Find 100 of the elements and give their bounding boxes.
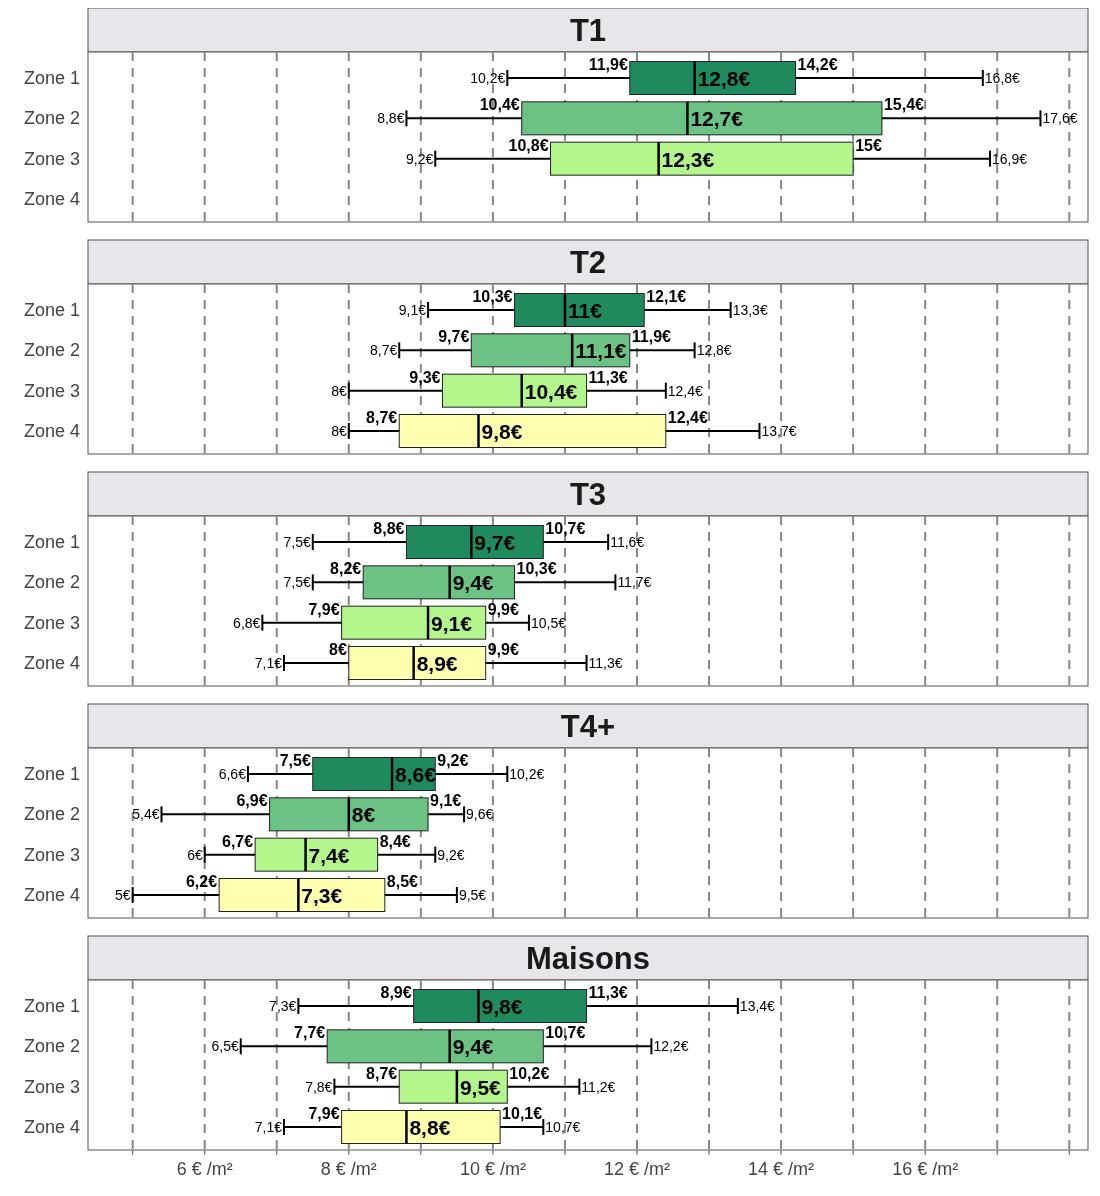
text: 5€ [115, 887, 131, 903]
text: 10,7€ [545, 1024, 586, 1042]
text: 9,9€ [487, 641, 519, 658]
text: 10,7€ [545, 1119, 581, 1135]
text: 8,4€ [379, 832, 411, 850]
text: 9,1€ [398, 302, 427, 318]
text: 8€ [329, 641, 347, 658]
text: 8,8€ [377, 110, 405, 127]
x-tick-label: 14 € /m² [748, 1159, 815, 1179]
text: 8€ [331, 423, 347, 439]
y-tick-label: Zone 1 [23, 68, 80, 88]
text: 15€ [855, 136, 882, 154]
text: 9,5€ [459, 1075, 501, 1099]
y-tick-label: Zone 3 [23, 1076, 80, 1097]
text: 8,7€ [366, 409, 398, 426]
y-tick-label: Zone 4 [23, 189, 80, 209]
text: 9,3€ [409, 368, 441, 386]
text: 9,2€ [406, 150, 434, 167]
text: 10,4€ [479, 96, 520, 114]
text: 9,9€ [487, 600, 519, 618]
text: 8,9€ [416, 652, 458, 675]
y-tick-label: Zone 2 [23, 1036, 80, 1057]
text: 7,1€ [254, 1119, 282, 1135]
text: 10,3€ [516, 560, 557, 578]
text: 13,3€ [732, 302, 768, 318]
text: 7,4€ [308, 843, 350, 867]
text: 11,1€ [575, 339, 627, 363]
text: 5,4€ [132, 806, 160, 823]
text: 9,4€ [452, 1035, 494, 1059]
text: 10,3€ [472, 288, 513, 305]
text: 10,2€ [509, 766, 545, 782]
text: 10,5€ [530, 614, 566, 631]
y-tick-label: Zone 3 [23, 380, 80, 401]
text: 6,5€ [211, 1038, 239, 1055]
text: 10,4€ [524, 379, 578, 403]
text: 10,1€ [502, 1105, 543, 1122]
text: 9,7€ [438, 328, 470, 346]
text: 7,1€ [254, 655, 282, 671]
text: 11,9€ [588, 56, 628, 73]
text: 11,3€ [588, 984, 628, 1001]
text: 6,8€ [233, 614, 261, 631]
text: 8,9€ [380, 984, 412, 1001]
text: 8,7€ [366, 1064, 398, 1082]
text: 7,5€ [283, 574, 311, 591]
x-tick-label: 12 € /m² [603, 1159, 671, 1179]
text: 9,1€ [430, 792, 462, 810]
text: 9,7€ [474, 531, 516, 554]
text: 7,9€ [308, 1105, 340, 1122]
y-tick-label: Zone 4 [23, 1117, 80, 1137]
y-tick-label: Zone 1 [23, 300, 80, 320]
text: 9,8€ [481, 995, 523, 1018]
y-tick-label: Zone 3 [23, 148, 80, 169]
text: 6,2€ [185, 873, 218, 890]
text: 9,6€ [466, 806, 494, 823]
text: 7,5€ [283, 534, 311, 550]
text: 10,7€ [545, 520, 586, 537]
text: 17,6€ [1042, 110, 1078, 127]
text: 9,2€ [437, 752, 469, 769]
text: 11,6€ [610, 534, 645, 550]
text: 12,2€ [653, 1038, 689, 1055]
text: 15,4€ [883, 96, 924, 114]
text: 10,8€ [508, 136, 549, 154]
text: 6,7€ [222, 832, 254, 850]
text: 12,7€ [690, 107, 743, 131]
text: 12,4€ [667, 409, 708, 426]
x-tick-label: 16 € /m² [892, 1159, 959, 1179]
y-tick-label: Zone 2 [23, 340, 80, 361]
text: 12,8€ [696, 342, 732, 359]
text: 8,8€ [409, 1116, 451, 1139]
text: 8,7€ [369, 342, 398, 359]
y-tick-label: Zone 2 [23, 572, 80, 593]
text: 7,3€ [301, 884, 343, 907]
text: 8,2€ [330, 560, 362, 578]
text: 11,7€ [617, 574, 652, 591]
text: 7,3€ [269, 998, 297, 1014]
y-tick-label: Zone 4 [23, 421, 80, 441]
x-tick-label: 10 € /m² [459, 1159, 526, 1179]
y-tick-label: Zone 1 [23, 996, 80, 1016]
text: 9,8€ [481, 420, 523, 443]
text: 10,2€ [509, 1064, 550, 1082]
text: 8€ [351, 803, 376, 827]
text: 9,5€ [458, 887, 487, 903]
text: 12,8€ [697, 67, 751, 90]
x-tick-label: 8 € /m² [320, 1159, 377, 1179]
y-tick-label: Zone 3 [23, 844, 80, 865]
text: 7,9€ [308, 600, 340, 618]
text: 11,3€ [588, 368, 628, 386]
text: 6,6€ [218, 766, 246, 782]
text: 7,7€ [294, 1024, 326, 1042]
y-tick-label: Zone 4 [23, 653, 80, 673]
y-tick-label: Zone 4 [23, 885, 80, 905]
text: 9,2€ [437, 846, 465, 863]
text: 7,8€ [305, 1078, 333, 1095]
text: 11,2€ [581, 1078, 616, 1095]
text: 6€ [187, 846, 203, 863]
y-tick-label: Zone 3 [23, 612, 80, 633]
text: 12,1€ [646, 288, 687, 305]
text: 12,4€ [667, 382, 703, 399]
chart-title: Maisons [525, 941, 651, 976]
text: 13,7€ [761, 423, 797, 439]
